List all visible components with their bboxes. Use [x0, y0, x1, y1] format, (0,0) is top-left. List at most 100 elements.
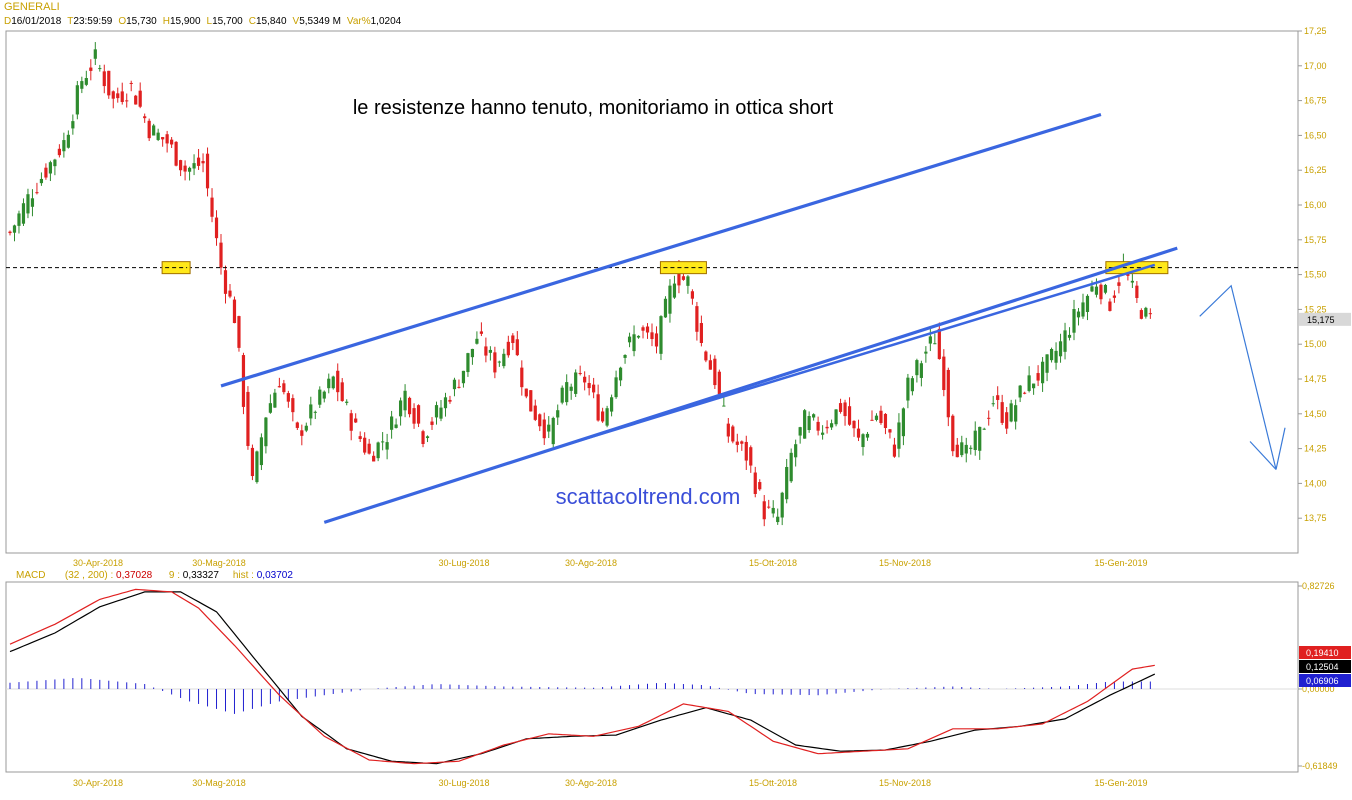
candle: [223, 265, 228, 304]
candle-body: [170, 139, 174, 145]
candle-body: [152, 125, 156, 136]
candle: [1081, 293, 1085, 319]
candle: [179, 159, 183, 177]
candle: [560, 385, 564, 405]
candle-body: [1027, 375, 1031, 391]
candle: [794, 439, 798, 467]
candle-body: [1148, 313, 1152, 315]
candle-body: [1032, 383, 1036, 389]
candle: [300, 424, 304, 446]
candle: [116, 87, 120, 103]
candle: [942, 349, 946, 397]
candle: [430, 417, 434, 430]
candle-body: [1063, 330, 1067, 352]
candle-body: [30, 198, 35, 207]
candle: [883, 413, 888, 435]
candle: [1090, 280, 1094, 293]
candle-body: [39, 178, 44, 184]
candle: [1144, 306, 1148, 319]
candle-body: [111, 91, 115, 99]
candle-body: [268, 403, 272, 413]
signal-label: 9 :: [168, 570, 180, 581]
candle-body: [125, 100, 129, 102]
candle-body: [690, 291, 695, 299]
candle-body: [448, 399, 452, 402]
candle: [717, 369, 721, 396]
candle-body: [241, 355, 246, 407]
candle-body: [21, 203, 26, 224]
candle: [416, 404, 421, 428]
candle-body: [771, 507, 775, 514]
candle-body: [919, 363, 923, 378]
value-badge-label: 0,06906: [1306, 676, 1339, 686]
candle-body: [493, 352, 497, 373]
candle-body: [942, 356, 946, 391]
candle: [955, 437, 959, 458]
candle-body: [713, 358, 717, 386]
candle: [403, 384, 407, 418]
candle-body: [996, 395, 1000, 400]
candle: [672, 275, 677, 299]
candle: [268, 394, 272, 414]
candle: [246, 386, 250, 450]
candle: [569, 383, 573, 400]
candle: [318, 386, 322, 408]
candle-body: [358, 436, 362, 439]
candle-body: [937, 328, 941, 360]
candle-body: [1130, 280, 1134, 283]
candle: [398, 397, 403, 426]
candle-body: [390, 416, 394, 430]
candle-body: [1067, 334, 1072, 338]
candle-body: [174, 141, 178, 166]
candle-body: [744, 441, 748, 461]
info-value: 15,700: [212, 16, 243, 27]
candle: [982, 427, 986, 430]
candle-body: [214, 217, 219, 239]
candle: [1103, 283, 1108, 295]
candle: [789, 448, 793, 483]
candle-body: [71, 121, 75, 129]
candle: [753, 466, 757, 498]
candle-body: [48, 162, 53, 174]
candle-body: [75, 85, 79, 115]
candle: [641, 325, 645, 339]
candle: [143, 113, 147, 123]
candle-body: [946, 369, 950, 418]
price-y-tick-label: 14,75: [1304, 374, 1327, 384]
candle-body: [201, 161, 205, 164]
candle-body: [286, 393, 290, 402]
candle-body: [627, 336, 632, 343]
candle: [856, 419, 861, 442]
candle: [161, 136, 165, 147]
candle: [1112, 290, 1117, 303]
info-key: L: [206, 16, 213, 27]
candle-body: [457, 386, 461, 388]
candle-body: [439, 407, 443, 419]
candle-body: [955, 444, 959, 458]
candle: [574, 369, 578, 397]
info-key: C: [248, 16, 256, 27]
price-x-tick-label: 30-Mag-2018: [192, 558, 246, 568]
candle: [376, 441, 380, 462]
info-key: Var%: [346, 16, 371, 27]
macd-panel-frame: [5, 581, 1299, 773]
candle: [313, 410, 317, 420]
macd-y-tick-label: 0,82726: [1302, 581, 1335, 591]
candle-body: [776, 516, 780, 523]
candle: [35, 182, 39, 195]
candle-body: [1144, 307, 1148, 317]
candle: [740, 440, 744, 451]
candle-body: [807, 416, 811, 431]
price-y-tick-label: 13,75: [1304, 513, 1327, 523]
candle: [120, 82, 124, 105]
candle-body: [596, 394, 600, 421]
value-badge-label: 0,19410: [1306, 648, 1339, 658]
candle-body: [12, 225, 17, 233]
candle-body: [699, 323, 703, 343]
trendline: [566, 263, 1156, 446]
candle: [1036, 365, 1040, 387]
candle: [587, 375, 591, 396]
candle: [125, 93, 129, 108]
candle-body: [304, 425, 308, 431]
candle-body: [722, 405, 726, 407]
